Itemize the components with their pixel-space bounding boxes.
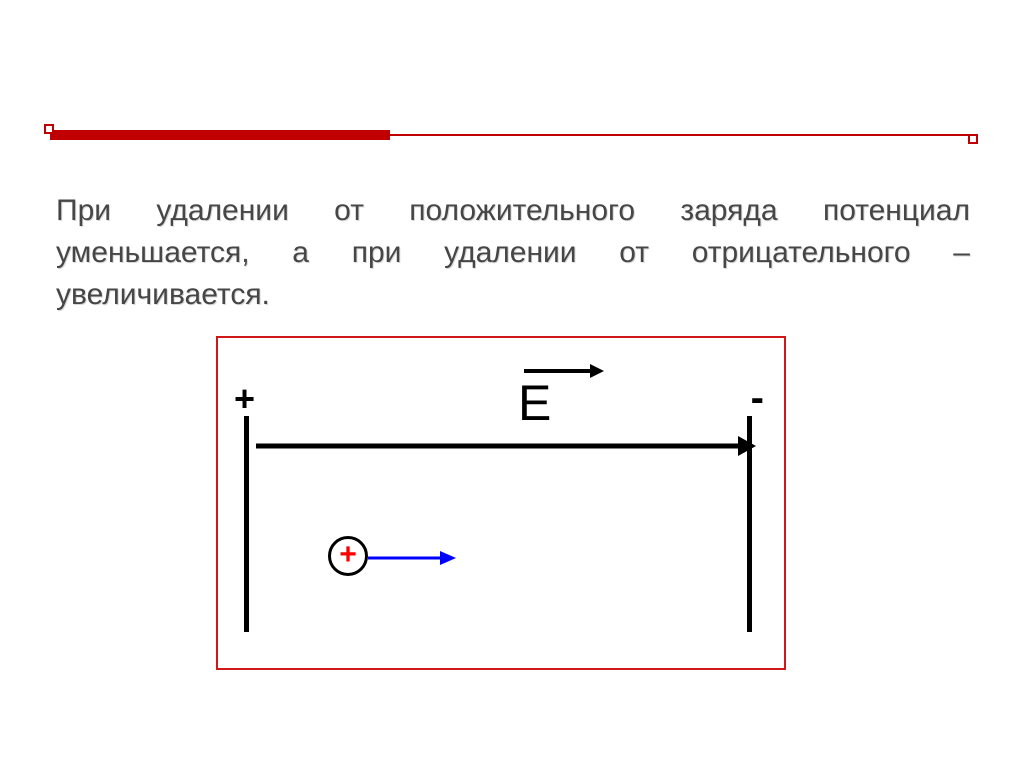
- charge-plus-symbol: +: [339, 540, 357, 570]
- field-direction-arrow-icon: [254, 434, 758, 458]
- diagram: + - E +: [216, 336, 786, 670]
- header-rule: [50, 130, 974, 140]
- charge-force-arrow-icon: [366, 550, 458, 566]
- rule-end-marker-left: [44, 124, 54, 134]
- negative-plate-label: -: [751, 376, 764, 421]
- rule-end-marker-right: [968, 134, 978, 144]
- positive-plate: [244, 416, 249, 632]
- e-field-label: E: [518, 374, 551, 432]
- positive-test-charge: +: [328, 536, 368, 576]
- positive-plate-label: +: [234, 378, 255, 420]
- description-paragraph: При удалении от положительного заряда по…: [56, 190, 970, 316]
- header-rule-thin: [50, 134, 974, 136]
